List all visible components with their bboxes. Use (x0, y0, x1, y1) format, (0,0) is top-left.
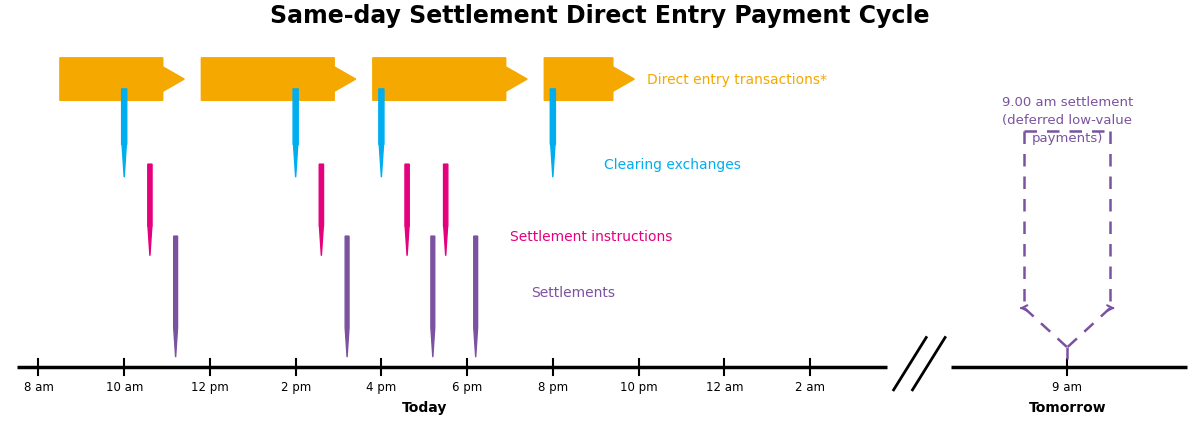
FancyArrow shape (202, 58, 355, 101)
Text: 6 pm: 6 pm (452, 380, 482, 393)
FancyArrow shape (293, 90, 299, 178)
FancyArrow shape (346, 237, 349, 357)
Text: 12 pm: 12 pm (191, 380, 229, 393)
FancyArrow shape (121, 90, 127, 178)
FancyArrow shape (444, 165, 448, 256)
Text: Today: Today (402, 400, 446, 414)
FancyArrow shape (60, 58, 185, 101)
FancyArrow shape (174, 237, 178, 357)
Text: 9.00 am settlement
(deferred low-value
payments): 9.00 am settlement (deferred low-value p… (1002, 96, 1133, 145)
Text: 12 am: 12 am (706, 380, 743, 393)
Title: Same-day Settlement Direct Entry Payment Cycle: Same-day Settlement Direct Entry Payment… (270, 4, 930, 28)
FancyArrow shape (431, 237, 434, 357)
Text: 2 am: 2 am (796, 380, 826, 393)
Text: Settlement instructions: Settlement instructions (510, 230, 672, 243)
FancyArrow shape (551, 90, 556, 178)
Text: 4 pm: 4 pm (366, 380, 396, 393)
FancyArrow shape (379, 90, 384, 178)
FancyArrow shape (404, 165, 409, 256)
Text: 8 pm: 8 pm (538, 380, 568, 393)
Text: 2 pm: 2 pm (281, 380, 311, 393)
Text: 10 pm: 10 pm (619, 380, 658, 393)
Text: 8 am: 8 am (24, 380, 53, 393)
Text: Tomorrow: Tomorrow (1028, 400, 1106, 414)
FancyArrow shape (545, 58, 635, 101)
FancyArrow shape (474, 237, 478, 357)
Text: Direct entry transactions*: Direct entry transactions* (647, 73, 827, 87)
FancyArrow shape (148, 165, 152, 256)
Text: Settlements: Settlements (532, 285, 616, 299)
Text: 10 am: 10 am (106, 380, 143, 393)
Text: 9 am: 9 am (1052, 380, 1082, 393)
Text: Clearing exchanges: Clearing exchanges (605, 158, 742, 172)
FancyArrow shape (373, 58, 527, 101)
FancyArrow shape (319, 165, 324, 256)
